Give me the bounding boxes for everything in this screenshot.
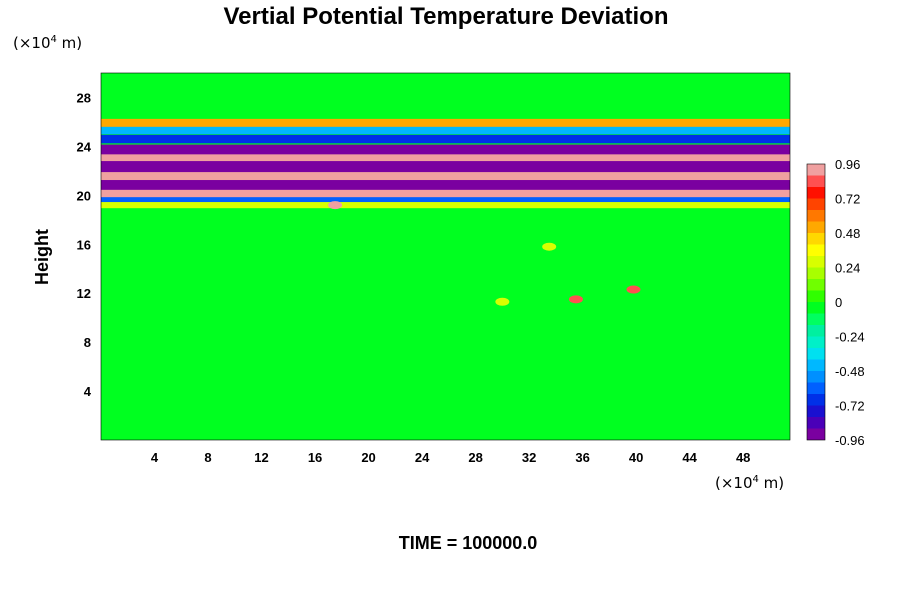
plot-area bbox=[100, 72, 791, 441]
colorbar-swatch bbox=[807, 325, 825, 337]
colorbar-tick-label: 0.24 bbox=[835, 261, 860, 276]
x-tick-label: 36 bbox=[575, 450, 589, 465]
feature-0 bbox=[328, 201, 343, 210]
feature-4 bbox=[495, 297, 510, 306]
band-5 bbox=[101, 161, 790, 174]
y-tick-label: 12 bbox=[77, 286, 91, 301]
y-tick-label: 24 bbox=[77, 139, 92, 154]
colorbar-swatch bbox=[807, 198, 825, 210]
colorbar-swatch bbox=[807, 244, 825, 256]
colorbar-swatch bbox=[807, 428, 825, 440]
y-tick-label: 28 bbox=[77, 90, 91, 105]
colorbar-swatch bbox=[807, 221, 825, 233]
x-unit-label: (×104 m) bbox=[715, 474, 784, 492]
colorbar-swatch bbox=[807, 359, 825, 371]
colorbar-tick-label: 0.96 bbox=[835, 157, 860, 172]
colorbar-swatch bbox=[807, 187, 825, 199]
x-tick-label: 24 bbox=[415, 450, 430, 465]
x-tick-label: 40 bbox=[629, 450, 643, 465]
colorbar-tick-labels: 0.96 0.72 0.48 0.24 0 -0.24 -0.48 -0.72 -0.96 bbox=[835, 157, 865, 448]
x-tick-labels: 4 8 12 16 20 24 28 32 36 40 44 48 bbox=[151, 450, 751, 465]
colorbar-swatch bbox=[807, 394, 825, 406]
colorbar-swatch bbox=[807, 371, 825, 383]
colorbar-swatch bbox=[807, 267, 825, 279]
colorbar-swatch bbox=[807, 233, 825, 245]
colorbar-swatch bbox=[807, 382, 825, 394]
colorbar-tick-label: 0 bbox=[835, 295, 842, 310]
band-10 bbox=[101, 202, 790, 209]
x-tick-label: 20 bbox=[361, 450, 375, 465]
feature-layer bbox=[328, 201, 641, 306]
colorbar-swatch bbox=[807, 336, 825, 348]
y-tick-label: 16 bbox=[77, 237, 91, 252]
y-tick-label: 4 bbox=[84, 384, 92, 399]
x-tick-label: 16 bbox=[308, 450, 322, 465]
band-6 bbox=[101, 172, 790, 182]
band-3 bbox=[101, 144, 790, 156]
colorbar-tick-label: 0.72 bbox=[835, 192, 860, 207]
feature-1 bbox=[568, 295, 583, 304]
colorbar-frame bbox=[806, 163, 826, 441]
x-tick-label: 44 bbox=[682, 450, 697, 465]
feature-2 bbox=[626, 285, 641, 294]
time-footer: TIME = 100000.0 bbox=[399, 533, 538, 553]
x-tick-label: 48 bbox=[736, 450, 750, 465]
colorbar-swatch bbox=[807, 175, 825, 187]
band-7 bbox=[101, 180, 790, 192]
chart-title: Vertial Potential Temperature Deviation bbox=[223, 3, 668, 30]
band-1 bbox=[101, 126, 790, 135]
colorbar-tick-label: 0.48 bbox=[835, 226, 860, 241]
y-unit-label: (×104 m) bbox=[13, 34, 82, 52]
x-tick-label: 28 bbox=[468, 450, 482, 465]
colorbar-swatch bbox=[807, 348, 825, 360]
colorbar-tick-label: -0.24 bbox=[835, 330, 865, 345]
feature-3 bbox=[542, 242, 557, 251]
colorbar-swatch bbox=[807, 290, 825, 302]
x-tick-label: 12 bbox=[254, 450, 268, 465]
colorbar-tick-label: -0.72 bbox=[835, 399, 865, 414]
colorbar-swatch bbox=[807, 417, 825, 429]
x-tick-label: 32 bbox=[522, 450, 536, 465]
plot-frame bbox=[100, 72, 791, 441]
band-layer bbox=[101, 118, 790, 209]
band-9 bbox=[101, 197, 790, 204]
colorbar bbox=[806, 163, 826, 441]
colorbar-tick-label: -0.96 bbox=[835, 433, 865, 448]
y-axis-title: Height bbox=[32, 229, 52, 285]
colorbar-swatch bbox=[807, 405, 825, 417]
y-tick-labels: 4 8 12 16 20 24 28 bbox=[77, 90, 92, 399]
band-4 bbox=[101, 154, 790, 163]
y-tick-label: 20 bbox=[77, 188, 91, 203]
band-2 bbox=[101, 134, 790, 144]
band-0 bbox=[101, 118, 790, 128]
x-tick-label: 4 bbox=[151, 450, 159, 465]
colorbar-tick-label: -0.48 bbox=[835, 364, 865, 379]
colorbar-swatch bbox=[807, 279, 825, 291]
colorbar-swatch bbox=[807, 164, 825, 176]
colorbar-swatch bbox=[807, 210, 825, 222]
x-tick-label: 8 bbox=[204, 450, 211, 465]
colorbar-swatch bbox=[807, 313, 825, 325]
y-tick-label: 8 bbox=[84, 335, 91, 350]
colorbar-swatch bbox=[807, 302, 825, 314]
band-8 bbox=[101, 189, 790, 199]
colorbar-swatch bbox=[807, 256, 825, 268]
